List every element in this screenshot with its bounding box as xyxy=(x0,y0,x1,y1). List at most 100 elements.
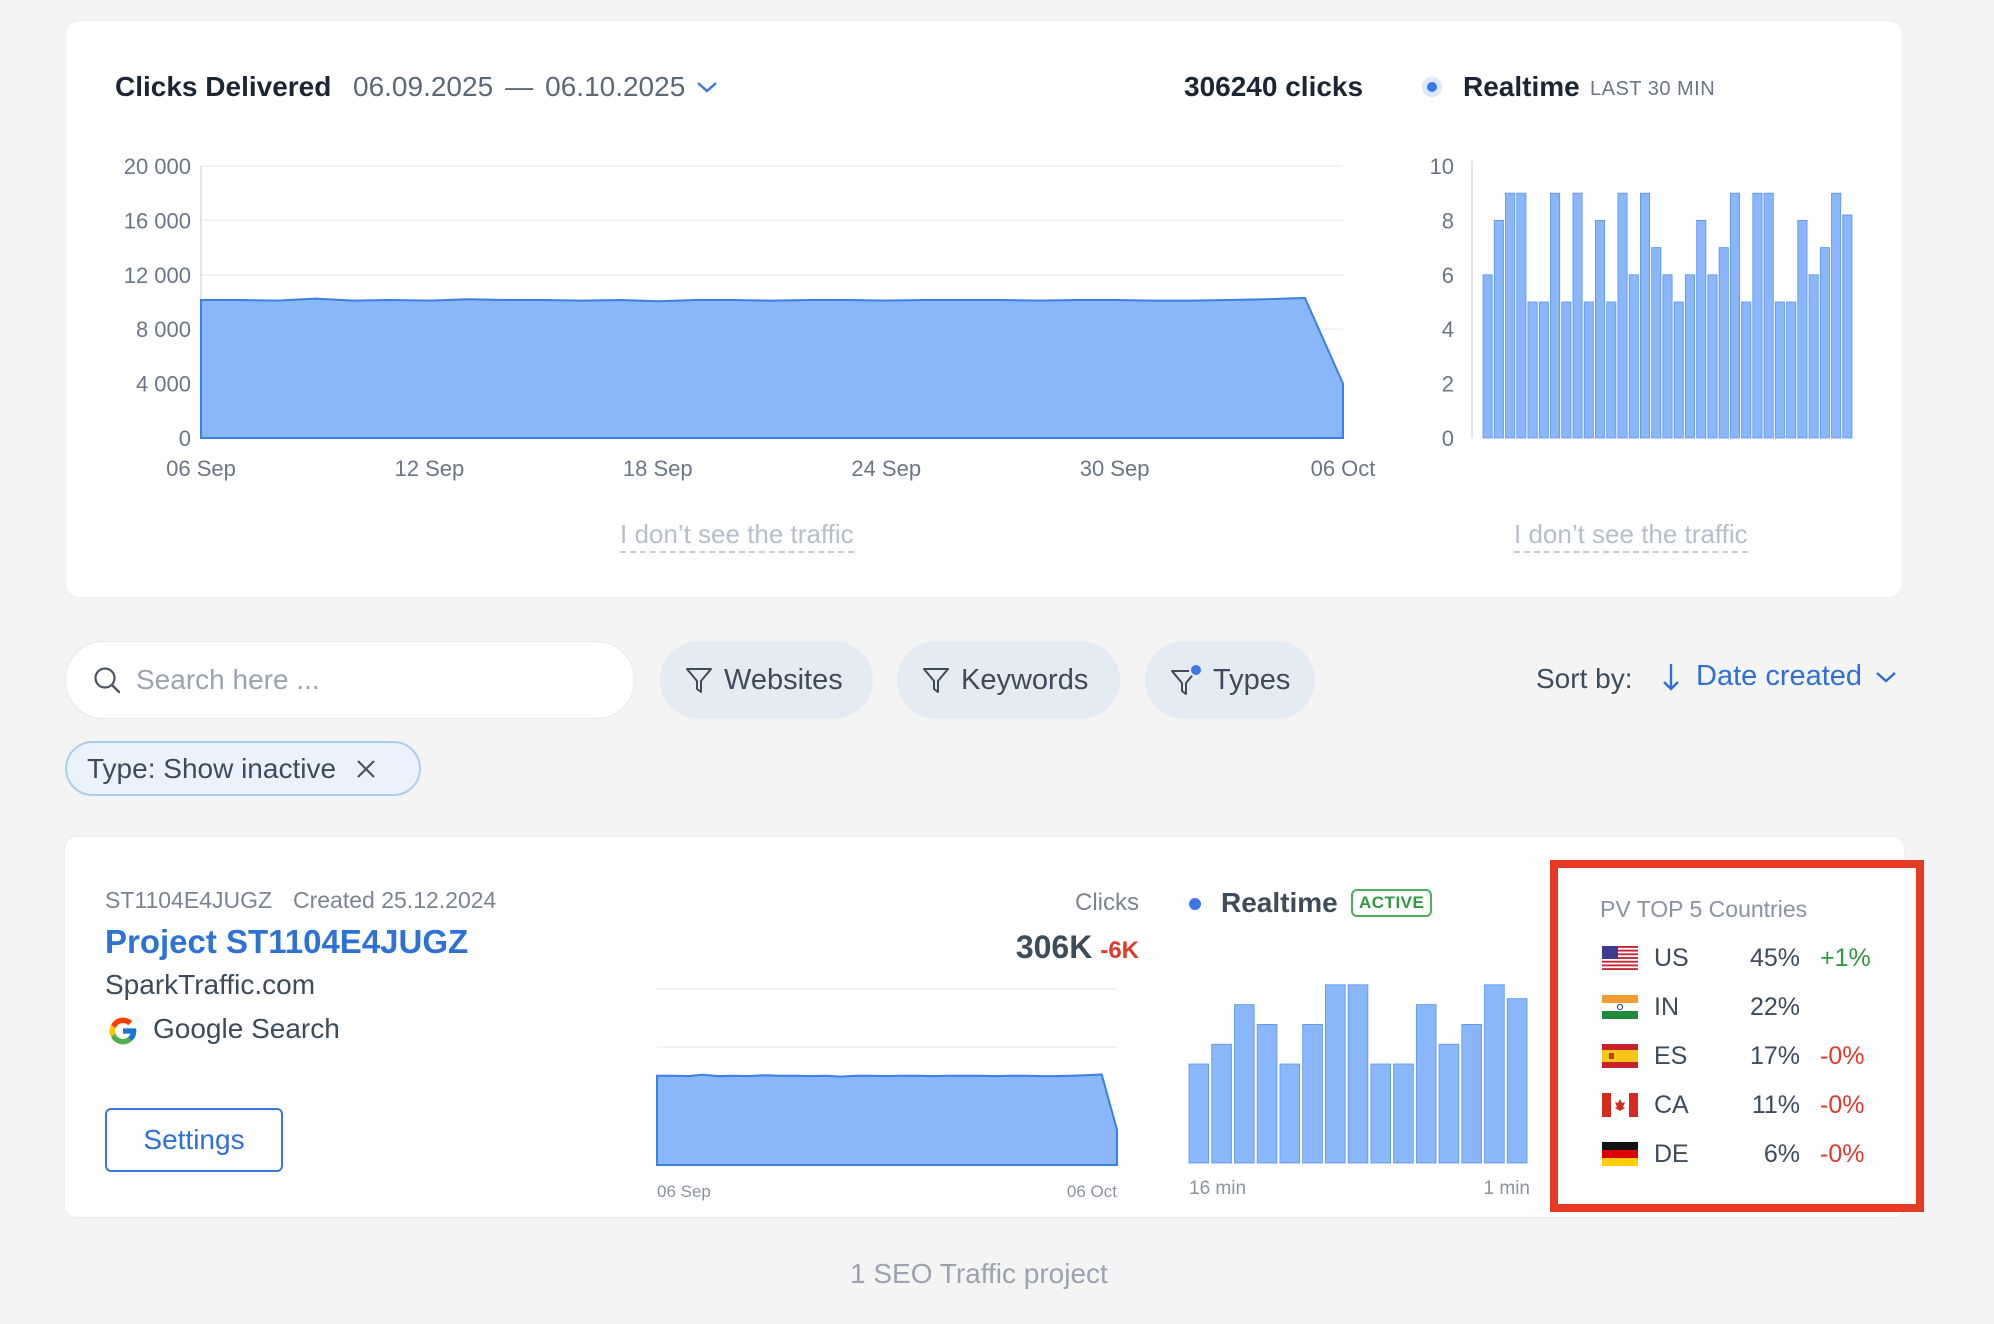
project-site: SparkTraffic.com xyxy=(105,969,316,1000)
x-tick-label: 18 Sep xyxy=(623,456,693,481)
x-tick-label: 12 Sep xyxy=(395,456,465,481)
realtime-bar xyxy=(1415,1004,1437,1164)
sort-dropdown[interactable]: Date created xyxy=(1660,660,1898,693)
y-tick-label: 10 xyxy=(1430,154,1454,179)
realtime-bar xyxy=(1505,192,1516,439)
top-countries-panel: PV TOP 5 Countries US 45% +1% IN 22% ES 17% -0%… xyxy=(1550,860,1924,1212)
realtime-bar xyxy=(1786,301,1797,439)
realtime-bar xyxy=(1370,1063,1392,1164)
realtime-bar xyxy=(1583,301,1594,439)
search-input[interactable] xyxy=(136,664,606,696)
y-tick-label: 8 xyxy=(1442,208,1454,233)
traffic-source: Google Search xyxy=(153,1013,340,1044)
no-traffic-link-realtime[interactable]: I don’t see the traffic xyxy=(1514,519,1748,553)
realtime-bar xyxy=(1188,1063,1210,1164)
project-count: 1 SEO Traffic project xyxy=(850,1258,1108,1289)
total-clicks: 306240 clicks xyxy=(1184,71,1364,102)
realtime-bar xyxy=(1707,274,1718,439)
country-row: DE 6% -0% xyxy=(1602,1134,1864,1174)
y-tick-label: 0 xyxy=(179,426,191,451)
realtime-bar xyxy=(1595,219,1606,439)
y-tick-label: 12 000 xyxy=(124,263,191,288)
realtime-bar xyxy=(1347,984,1369,1164)
summary-card: Clicks Delivered 06.09.2025 — 06.10.2025… xyxy=(65,20,1903,598)
realtime-subtitle: LAST 30 MIN xyxy=(1590,78,1716,100)
countries-title: PV TOP 5 Countries xyxy=(1600,896,1808,922)
no-traffic-link[interactable]: I don’t see the traffic xyxy=(620,519,854,553)
flag-de-icon xyxy=(1602,1142,1638,1166)
flag-in-icon xyxy=(1602,995,1638,1019)
realtime-bar xyxy=(1752,192,1763,439)
realtime-bar xyxy=(1256,1023,1278,1164)
project-clicks-chart: 06 Sep 06 Oct xyxy=(656,988,1118,1201)
realtime-title: Realtime xyxy=(1463,71,1580,102)
project-realtime-title: Realtime xyxy=(1221,887,1338,918)
arrow-down-icon xyxy=(1663,663,1679,691)
country-delta: -0% xyxy=(1820,1041,1865,1070)
realtime-bar xyxy=(1393,1063,1414,1164)
keywords-filter-button[interactable]: Keywords xyxy=(897,641,1120,719)
realtime-bar xyxy=(1639,192,1651,439)
realtime-bar xyxy=(1438,1043,1460,1164)
y-tick-label: 0 xyxy=(1442,426,1454,451)
realtime-bar xyxy=(1774,301,1785,439)
realtime-bar xyxy=(1234,1004,1255,1164)
realtime-bar xyxy=(1696,219,1707,439)
filter-icon xyxy=(923,668,949,693)
settings-button[interactable]: Settings xyxy=(105,1108,283,1172)
country-percent: 6% xyxy=(1763,1139,1800,1168)
realtime-bar xyxy=(1819,247,1830,439)
y-tick-label: 4 000 xyxy=(136,372,191,397)
google-icon xyxy=(109,1017,137,1045)
date-separator: — xyxy=(505,71,534,102)
clicks-area xyxy=(200,296,1344,439)
realtime-bar xyxy=(1506,998,1528,1164)
x-tick-label: 16 min xyxy=(1189,1178,1246,1199)
sort-value: Date created xyxy=(1696,660,1863,692)
x-tick-label: 06 Sep xyxy=(166,456,236,481)
country-row: ES 17% -0% xyxy=(1602,1036,1864,1076)
realtime-bar xyxy=(1808,274,1819,439)
websites-filter-label: Websites xyxy=(724,663,843,696)
realtime-bar xyxy=(1550,192,1561,439)
y-tick-label: 8 000 xyxy=(136,317,191,342)
date-range-picker[interactable]: 06.09.2025 — 06.10.2025 xyxy=(353,71,719,103)
realtime-bar xyxy=(1493,219,1504,439)
types-filter-button[interactable]: Types xyxy=(1145,641,1315,719)
flag-us-icon xyxy=(1602,946,1638,970)
project-clicks-area xyxy=(656,1073,1118,1166)
y-tick-label: 20 000 xyxy=(124,154,191,179)
realtime-dot-icon xyxy=(1189,898,1201,910)
y-tick-label: 16 000 xyxy=(124,208,191,233)
flag-es-icon xyxy=(1602,1044,1638,1068)
realtime-bar-chart: 10 8 6 4 2 0 xyxy=(1430,154,1853,451)
realtime-bar xyxy=(1516,192,1527,439)
project-name-link[interactable]: Project ST1104E4JUGZ xyxy=(105,923,469,960)
realtime-bar xyxy=(1538,301,1549,439)
realtime-bar xyxy=(1628,274,1639,439)
chevron-down-icon xyxy=(1876,671,1896,683)
x-tick-label: 06 Oct xyxy=(1067,1182,1117,1201)
realtime-bar xyxy=(1561,301,1572,439)
websites-filter-button[interactable]: Websites xyxy=(660,641,873,719)
active-badge: ACTIVE xyxy=(1351,889,1433,917)
realtime-bar xyxy=(1763,192,1774,439)
country-delta: -0% xyxy=(1820,1139,1865,1168)
realtime-bar xyxy=(1842,214,1853,439)
date-from: 06.09.2025 xyxy=(353,71,494,102)
filter-active-icon xyxy=(1171,663,1203,695)
search-icon xyxy=(94,667,121,694)
clicks-area-chart: 20 000 16 000 12 000 8 000 4 000 0 06 Sep 12 S… xyxy=(124,154,1376,481)
country-row: IN 22% xyxy=(1602,987,1820,1027)
realtime-bar xyxy=(1718,247,1729,439)
close-icon[interactable] xyxy=(354,757,378,781)
realtime-bar xyxy=(1797,219,1808,439)
y-tick-label: 2 xyxy=(1442,372,1454,397)
realtime-bar xyxy=(1606,301,1617,439)
realtime-bar xyxy=(1741,301,1752,439)
clicks-label: Clicks xyxy=(1075,889,1139,916)
clicks-summary: 306K -6K xyxy=(1016,929,1139,966)
clicks-value: 306K xyxy=(1015,929,1093,965)
y-tick-label: 4 xyxy=(1442,317,1454,342)
x-tick-label: 1 min xyxy=(1484,1178,1530,1199)
